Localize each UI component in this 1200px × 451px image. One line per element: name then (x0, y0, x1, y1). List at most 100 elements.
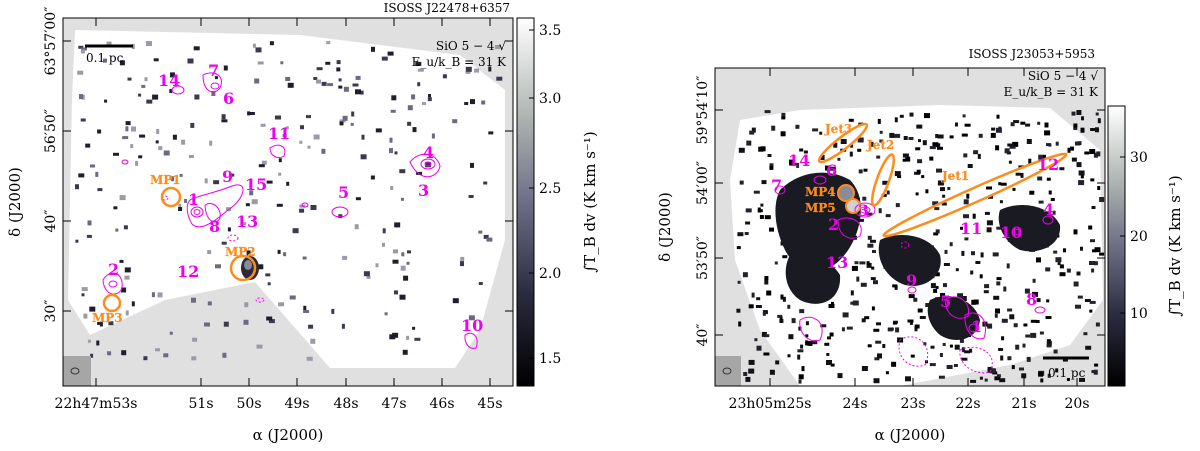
noise-pixel (163, 150, 170, 156)
noise-pixel (910, 354, 915, 358)
noise-pixel (360, 154, 367, 160)
noise-pixel (939, 353, 943, 357)
right-panel: Jet3 Jet2 Jet1 MP4 MP5 1 2 3 4 5 6 7 8 9… (656, 47, 1184, 444)
noise-pixel (1036, 257, 1041, 263)
noise-pixel (75, 239, 79, 243)
noise-pixel (478, 230, 483, 234)
noise-pixel (743, 372, 748, 376)
noise-pixel (913, 297, 918, 302)
noise-pixel (1059, 272, 1066, 277)
noise-pixel (996, 374, 1001, 378)
noise-pixel (122, 136, 129, 140)
noise-pixel (812, 128, 819, 132)
core-label: 5 (940, 292, 951, 311)
noise-pixel (1004, 148, 1010, 154)
noise-pixel (923, 342, 927, 346)
core-label: 4 (1043, 200, 1054, 219)
noise-pixel (187, 58, 194, 64)
noise-pixel (1036, 298, 1041, 303)
right-colorbar-tick: 10 (1130, 306, 1148, 322)
noise-pixel (759, 215, 764, 219)
noise-pixel (172, 134, 177, 140)
noise-pixel (801, 366, 805, 372)
left-ra-tick: 50s (237, 396, 262, 412)
left-beam (70, 367, 80, 375)
noise-pixel (1046, 177, 1051, 181)
noise-pixel (1080, 175, 1084, 179)
noise-pixel (992, 252, 999, 257)
noise-pixel (339, 119, 346, 123)
noise-pixel (1053, 349, 1058, 354)
noise-pixel (390, 186, 394, 190)
mp4-label: MP4 (805, 185, 836, 199)
noise-pixel (1055, 141, 1059, 146)
noise-pixel (99, 321, 103, 327)
noise-pixel (993, 295, 1000, 300)
noise-pixel (321, 81, 327, 86)
core-label: 3 (418, 181, 429, 200)
noise-pixel (805, 340, 809, 346)
noise-pixel (909, 320, 913, 325)
core-label: 11 (960, 219, 982, 238)
noise-pixel (143, 356, 148, 361)
noise-pixel (859, 261, 866, 265)
noise-pixel (892, 284, 898, 288)
jet3-label: Jet3 (824, 122, 852, 136)
noise-pixel (325, 61, 331, 65)
noise-pixel (188, 155, 194, 158)
noise-pixel (748, 359, 755, 365)
noise-pixel (996, 226, 1003, 230)
right-dec-tick: 53′50″ (695, 236, 711, 280)
noise-pixel (138, 93, 142, 97)
noise-pixel (905, 156, 911, 162)
noise-pixel (303, 305, 307, 311)
noise-pixel (863, 168, 868, 172)
noise-pixel (1046, 143, 1051, 147)
core-label: 12 (177, 262, 199, 281)
noise-pixel (171, 176, 175, 182)
noise-pixel (943, 263, 950, 266)
noise-pixel (780, 294, 784, 300)
noise-pixel (824, 342, 830, 346)
noise-pixel (908, 137, 914, 140)
noise-pixel (902, 153, 909, 158)
noise-pixel (894, 171, 901, 177)
noise-pixel (827, 336, 831, 340)
noise-pixel (1009, 314, 1015, 320)
noise-pixel (1066, 268, 1071, 273)
noise-pixel (428, 94, 431, 97)
noise-pixel (342, 115, 348, 121)
jet2-label: Jet2 (866, 138, 894, 152)
noise-pixel (1043, 154, 1046, 160)
noise-pixel (1076, 110, 1082, 115)
noise-pixel (321, 148, 326, 154)
noise-pixel (465, 66, 472, 72)
noise-pixel (879, 130, 883, 134)
noise-pixel (316, 67, 323, 71)
noise-pixel (1095, 322, 1100, 327)
noise-pixel (915, 192, 919, 196)
noise-pixel (851, 265, 858, 271)
noise-pixel (406, 261, 410, 265)
noise-pixel (875, 340, 882, 344)
noise-pixel (1075, 304, 1081, 309)
core-label: 10 (1000, 223, 1022, 242)
noise-pixel (119, 60, 125, 66)
noise-pixel (819, 131, 823, 135)
noise-pixel (1048, 190, 1052, 195)
noise-pixel (870, 239, 876, 243)
noise-pixel (954, 344, 960, 350)
noise-pixel (400, 265, 406, 271)
right-dec-tick: 40″ (695, 323, 711, 346)
noise-pixel (745, 221, 751, 225)
noise-pixel (753, 190, 760, 194)
noise-pixel (389, 137, 393, 143)
noise-pixel (1090, 178, 1095, 182)
noise-pixel (938, 375, 945, 379)
noise-pixel (306, 356, 313, 361)
noise-pixel (244, 302, 249, 308)
noise-pixel (302, 256, 307, 260)
noise-pixel (763, 352, 770, 356)
noise-pixel (879, 139, 884, 143)
noise-pixel (494, 45, 500, 49)
